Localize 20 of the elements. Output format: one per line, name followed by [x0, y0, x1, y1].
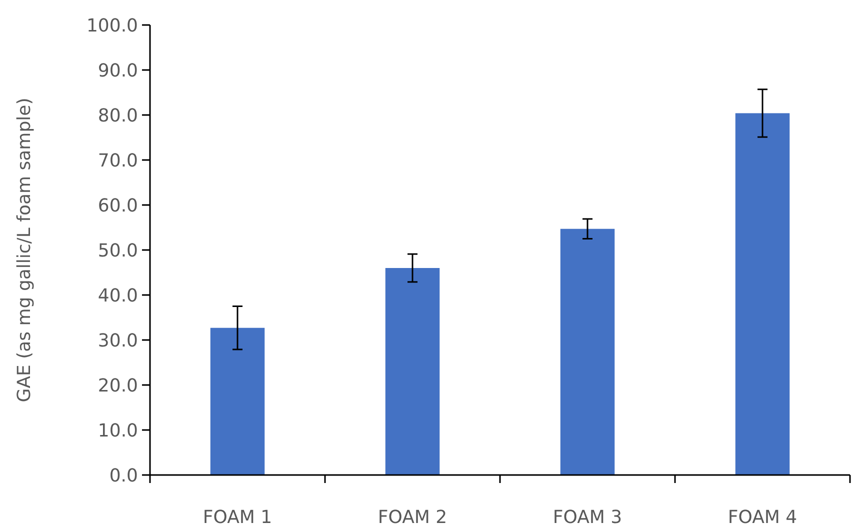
y-tick-label: 20.0	[98, 375, 138, 396]
bar	[385, 268, 440, 475]
y-tick-label: 90.0	[98, 60, 138, 82]
bar	[210, 328, 265, 475]
x-tick-label: FOAM 2	[378, 507, 448, 528]
y-tick-label: 30.0	[98, 330, 138, 352]
x-tick-label: FOAM 1	[202, 507, 272, 528]
y-tick-label: 0.0	[109, 465, 138, 486]
y-tick-label: 70.0	[98, 150, 138, 172]
y-tick-label: 10.0	[98, 420, 138, 442]
y-tick-label: 100.0	[86, 15, 138, 36]
y-tick-label: 50.0	[98, 240, 138, 262]
bar	[560, 228, 615, 475]
y-tick-label: 40.0	[98, 285, 138, 306]
x-tick-label: FOAM 3	[552, 507, 622, 528]
y-axis-title: GAE (as mg gallic/L foam sample)	[14, 98, 35, 402]
y-tick-label: 80.0	[98, 105, 138, 126]
y-tick-label: 60.0	[98, 195, 138, 216]
bar	[735, 113, 790, 475]
x-tick-label: FOAM 4	[728, 507, 798, 528]
